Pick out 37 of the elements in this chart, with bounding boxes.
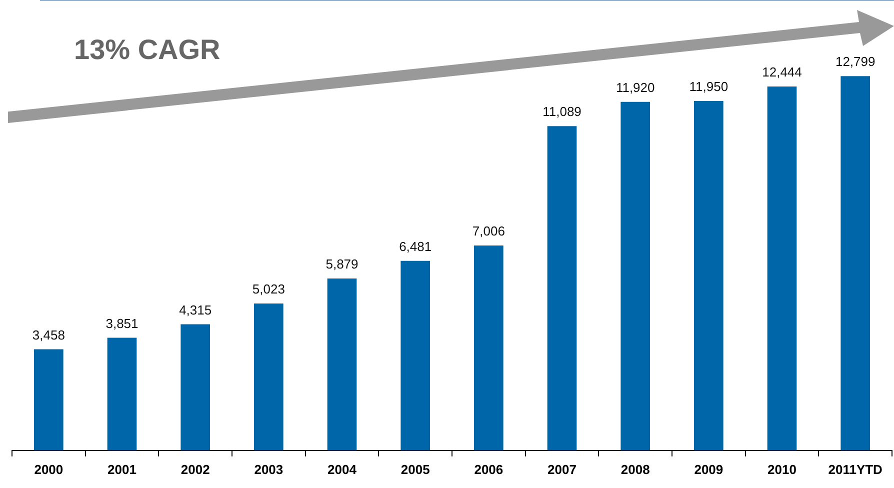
bar bbox=[474, 246, 504, 450]
x-tick-label: 2011YTD bbox=[828, 462, 882, 477]
bar bbox=[400, 260, 430, 450]
x-tick-label: 2002 bbox=[180, 462, 210, 477]
x-tick-label: 2010 bbox=[768, 462, 796, 477]
text: 13% CAGR bbox=[74, 34, 220, 66]
bar bbox=[254, 304, 284, 450]
x-tick-label: 2007 bbox=[548, 462, 576, 477]
data-label: 4,315 bbox=[179, 302, 212, 318]
data-label: 11,920 bbox=[616, 80, 655, 95]
bar bbox=[767, 86, 797, 450]
bar bbox=[840, 76, 870, 450]
bar bbox=[327, 278, 357, 450]
data-label: 12,444 bbox=[762, 64, 802, 80]
x-tick-label: 2009 bbox=[694, 462, 724, 477]
data-label: 3,458 bbox=[32, 327, 65, 342]
data-label: 6,481 bbox=[399, 238, 432, 254]
data-label: 7,006 bbox=[472, 224, 505, 239]
bar bbox=[180, 324, 210, 450]
bar bbox=[34, 349, 64, 450]
bar bbox=[620, 102, 650, 450]
data-label: 5,023 bbox=[252, 282, 285, 297]
data-label: 5,879 bbox=[326, 256, 358, 272]
data-label: 12,799 bbox=[835, 54, 876, 70]
x-tick-label: 2004 bbox=[328, 462, 358, 477]
x-tick-label: 2006 bbox=[474, 462, 504, 477]
data-label: 11,950 bbox=[689, 79, 728, 94]
x-tick-label: 2005 bbox=[400, 462, 430, 477]
x-tick-label: 2001 bbox=[108, 462, 136, 477]
x-tick-label: 2000 bbox=[34, 462, 64, 477]
bar bbox=[547, 126, 577, 450]
bar bbox=[694, 100, 724, 450]
data-label: 11,089 bbox=[542, 104, 582, 120]
bar bbox=[107, 338, 137, 450]
x-tick-label: 2008 bbox=[620, 462, 650, 477]
data-label: 3,851 bbox=[106, 316, 138, 331]
x-tick-label: 2003 bbox=[254, 462, 284, 477]
